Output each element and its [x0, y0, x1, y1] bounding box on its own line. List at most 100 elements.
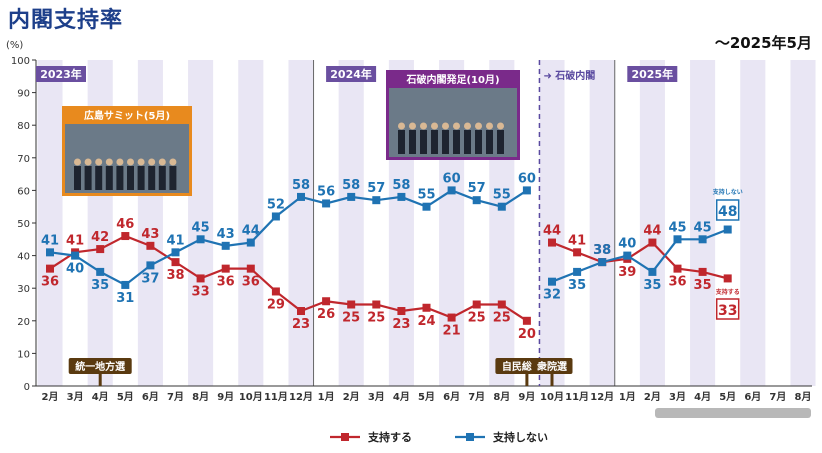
- data-label-0: 43: [141, 227, 159, 242]
- data-label-1: 60: [518, 171, 536, 186]
- data-point-1: [221, 241, 230, 250]
- hiroshima-photo-figure-head: [105, 158, 113, 166]
- data-label-0: 29: [267, 297, 285, 312]
- data-point-0: [221, 264, 230, 273]
- series-line-0: [49, 234, 528, 322]
- series-line-1: [551, 228, 729, 283]
- year-label-bg: [627, 66, 678, 82]
- legend-label: 支持しない: [492, 430, 548, 444]
- data-point-1: [422, 202, 431, 211]
- data-label-1: 57: [468, 181, 486, 196]
- data-label-1: 35: [643, 278, 661, 293]
- ishiba-photo-figure: [475, 130, 482, 154]
- data-point-1: [497, 202, 506, 211]
- data-label-0: 46: [116, 217, 134, 232]
- x-tick-label: 6月: [744, 391, 761, 403]
- data-point-0: [548, 238, 556, 247]
- x-tick-label: 8月: [795, 391, 812, 403]
- data-label-0: 23: [392, 317, 410, 332]
- y-tick-label: 70: [17, 154, 30, 165]
- data-label-1: 58: [392, 178, 410, 193]
- data-point-1: [196, 235, 205, 244]
- data-point-0: [322, 297, 331, 306]
- date-range-label: ～2025年5月: [714, 34, 812, 52]
- page-title: 内閣支持率: [8, 8, 124, 33]
- x-tick-label: 4月: [694, 391, 711, 403]
- y-tick-label: 20: [17, 317, 30, 328]
- data-point-1: [347, 192, 356, 201]
- data-point-1: [171, 248, 180, 257]
- data-point-0: [648, 238, 657, 247]
- x-tick-label: 1月: [619, 391, 636, 403]
- month-band: [740, 60, 766, 386]
- data-label-1: 37: [141, 271, 159, 286]
- series-line-1: [49, 189, 528, 287]
- data-point-0: [46, 264, 54, 273]
- data-label-0: 38: [593, 243, 611, 258]
- data-label-1: 55: [417, 188, 435, 203]
- x-tick-label: 6月: [443, 391, 460, 403]
- data-point-0: [347, 300, 356, 309]
- data-point-0: [422, 303, 431, 312]
- x-tick-label: 8月: [192, 391, 209, 403]
- data-label-1: 60: [443, 171, 461, 186]
- data-point-1: [96, 267, 105, 276]
- ishiba-photo-figure-head: [409, 122, 416, 130]
- x-tick-label: 7月: [468, 391, 485, 403]
- x-tick-label: 1月: [318, 391, 335, 403]
- hiroshima-photo-caption: 広島サミット(5月): [84, 109, 170, 122]
- year-label: 2025年: [631, 67, 673, 81]
- data-point-1: [71, 251, 80, 260]
- hiroshima-photo-figure: [105, 166, 113, 190]
- hiroshima-photo-figure-head: [137, 158, 145, 166]
- data-label-1: 31: [116, 291, 134, 306]
- data-label-1: 35: [568, 278, 586, 293]
- data-point-1: [573, 267, 582, 276]
- data-point-1: [271, 212, 280, 221]
- y-axis-unit: (%): [6, 40, 23, 51]
- x-tick-label: 6月: [142, 391, 159, 403]
- data-label-1: 58: [292, 178, 310, 193]
- ishiba-photo-figure-head: [497, 122, 504, 130]
- data-label-1: 35: [91, 278, 109, 293]
- x-tick-label: 4月: [393, 391, 410, 403]
- data-label-1: 57: [367, 181, 385, 196]
- data-label-1: 45: [668, 220, 686, 235]
- ishiba-photo-figure: [486, 130, 493, 154]
- data-label-0: 41: [66, 233, 84, 248]
- event-label-bg: [531, 358, 573, 374]
- data-point-0: [196, 274, 205, 283]
- ishiba-photo-figure-head: [442, 122, 449, 130]
- data-label-1: 45: [192, 220, 210, 235]
- data-point-0: [146, 241, 155, 250]
- data-point-1: [723, 225, 732, 234]
- ishiba-photo-figure: [453, 130, 460, 154]
- data-point-1: [397, 192, 406, 201]
- year-label-bg: [326, 66, 377, 82]
- data-point-0: [497, 300, 506, 309]
- data-label-0: 26: [317, 307, 335, 322]
- x-tick-label: 2月: [42, 391, 59, 403]
- x-tick-label: 7月: [167, 391, 184, 403]
- hiroshima-photo: 広島サミット(5月): [62, 106, 192, 196]
- data-point-0: [297, 307, 305, 316]
- data-label-1: 40: [66, 262, 84, 277]
- month-band: [539, 60, 565, 386]
- data-label-1: 40: [618, 237, 636, 252]
- data-point-0: [447, 313, 456, 322]
- hiroshima-photo-figure-head: [148, 158, 156, 166]
- data-label-1: 41: [41, 233, 59, 248]
- data-label-0: 23: [292, 317, 310, 332]
- y-tick-label: 10: [17, 349, 30, 360]
- ishiba-photo-figure: [420, 130, 427, 154]
- final-label-support: 33: [718, 303, 737, 319]
- data-label-0: 36: [242, 275, 260, 290]
- month-band: [690, 60, 716, 386]
- data-label-0: 21: [443, 324, 461, 339]
- x-tick-label: 3月: [368, 391, 385, 403]
- data-point-0: [723, 274, 732, 283]
- hiroshima-photo-figure: [84, 166, 92, 190]
- ishiba-photo-figure-head: [486, 122, 493, 130]
- final-series-name-nonsupport: 支持しない: [712, 188, 743, 196]
